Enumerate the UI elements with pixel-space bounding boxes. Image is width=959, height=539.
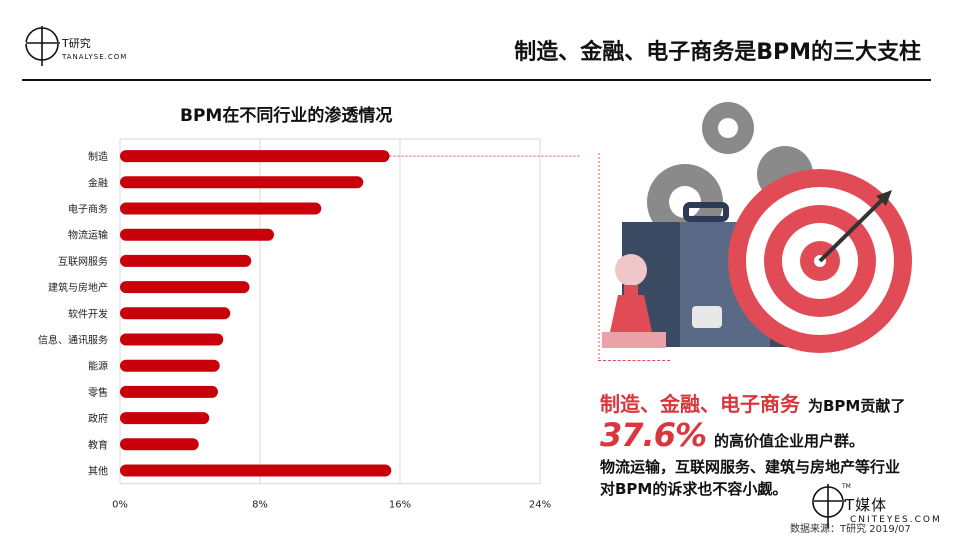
callout-connector [598, 153, 600, 361]
bar [120, 438, 199, 451]
category-label: 建筑与房地产 [48, 281, 108, 294]
x-tick-label: 16% [389, 500, 411, 511]
header-divider [22, 79, 931, 81]
category-label: 物流运输 [68, 229, 108, 242]
x-tick-label: 8% [252, 500, 268, 511]
bar [120, 254, 252, 267]
cniteyes-logo-icon [810, 484, 846, 528]
category-label: 金融 [88, 176, 108, 189]
logo-subtext: TANALYSE.COM [62, 53, 128, 61]
claim-percentage: 37.6% [600, 416, 707, 454]
arrow-icon [818, 190, 892, 263]
category-label: 教育 [88, 438, 108, 451]
claim-line-3: 物流运输，互联网服务、建筑与房地产等行业 对BPM的诉求也不容小觑。 [600, 456, 900, 500]
category-label: 零售 [88, 386, 108, 399]
business-target-illustration [602, 102, 912, 353]
bar [120, 150, 390, 163]
bar [120, 202, 322, 215]
x-tick-label: 24% [529, 500, 551, 511]
chart-title: BPM在不同行业的渗透情况 [180, 106, 393, 126]
bar [120, 359, 220, 372]
brand-name: T媒体 [845, 496, 888, 514]
bar [120, 385, 218, 398]
data-source: 数据来源：T研究 2019/07 [790, 524, 911, 535]
bar [120, 176, 364, 189]
category-label: 政府 [88, 412, 108, 425]
x-tick-label: 0% [112, 500, 128, 511]
claim-text: 为BPM贡献了 [808, 397, 906, 415]
bar [120, 228, 274, 241]
category-label: 电子商务 [68, 203, 108, 216]
claim-line-2: 37.6% 的高价值企业用户群。 [600, 416, 864, 454]
category-label: 信息、通讯服务 [38, 334, 108, 347]
claim-line-1: 制造、金融、电子商务 为BPM贡献了 [600, 388, 905, 417]
trademark-mark: TM [842, 483, 851, 490]
category-label: 制造 [88, 150, 108, 163]
bar [120, 412, 210, 425]
claim-highlight: 制造、金融、电子商务 [600, 392, 800, 416]
bar-chart: 0% 8% 16% 24% 制造金融电子商务物流运输互联网服务建筑与房地产软件开发信息、… [38, 138, 580, 511]
category-label: 软件开发 [68, 307, 108, 320]
category-label: 能源 [88, 360, 108, 373]
logo-text: T研究 [62, 37, 91, 50]
claim-text: 的高价值企业用户群。 [714, 432, 865, 450]
pawn-icon [602, 254, 666, 348]
brand-url: CNITEYES.COM [850, 515, 942, 525]
claim-text: 对BPM的诉求也不容小觑。 [600, 480, 788, 498]
bar [120, 281, 250, 294]
bar [120, 307, 231, 320]
bar [120, 333, 224, 346]
page-title: 制造、金融、电子商务是BPM的三大支柱 [514, 40, 921, 65]
tanalyse-logo-icon [24, 26, 60, 66]
category-label: 其他 [88, 465, 108, 478]
bar [120, 464, 392, 477]
callout-line [598, 360, 670, 361]
claim-text: 物流运输，互联网服务、建筑与房地产等行业 [600, 458, 901, 476]
gear-icon [702, 102, 754, 154]
category-label: 互联网服务 [58, 255, 108, 268]
